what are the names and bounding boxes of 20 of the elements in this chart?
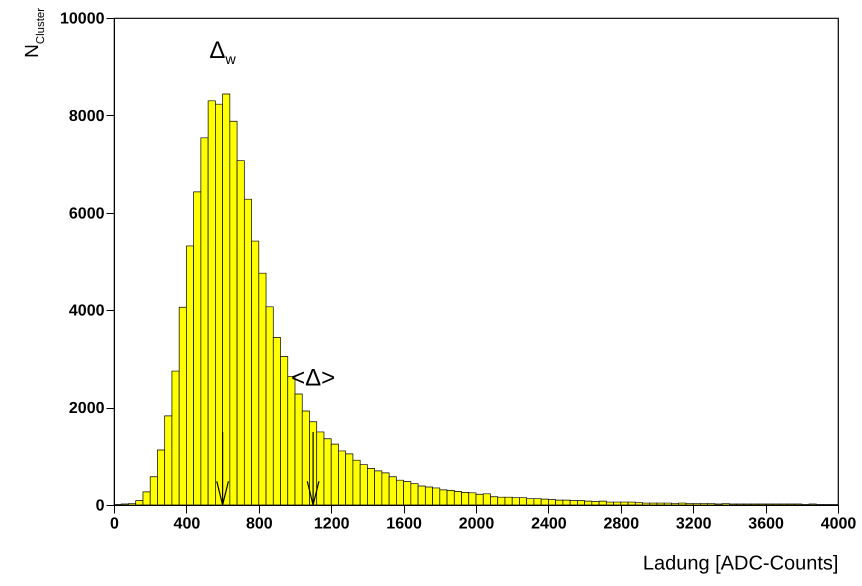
x-tick-label: 4000 — [820, 516, 856, 532]
y-tick-label: 6000 — [68, 205, 105, 222]
x-tick-label: 2000 — [458, 516, 494, 532]
annotation: Δ$_{w}$ — [209, 37, 236, 68]
x-tick-label: 0 — [110, 516, 120, 532]
x-axis-title: Ladung [ADC-Counts] — [642, 552, 838, 574]
y-tick-label: 0 — [96, 498, 105, 514]
ref-line-label: <Δ> — [291, 365, 336, 392]
x-tick-label: 3600 — [748, 516, 784, 532]
y-tick-label: 8000 — [68, 108, 105, 125]
x-tick-label: 3200 — [676, 516, 712, 532]
x-tick-label: 2400 — [531, 516, 567, 532]
x-tick-label: 2800 — [604, 516, 640, 532]
y-tick-label: 10000 — [60, 10, 105, 28]
x-tick-label: 800 — [246, 516, 273, 532]
y-tick-label: 2000 — [68, 400, 105, 418]
y-tick-label: 4000 — [68, 302, 105, 320]
x-tick-label: 1200 — [314, 516, 350, 532]
x-tick-label: 400 — [174, 516, 200, 532]
x-tick-label: 1600 — [386, 516, 422, 532]
